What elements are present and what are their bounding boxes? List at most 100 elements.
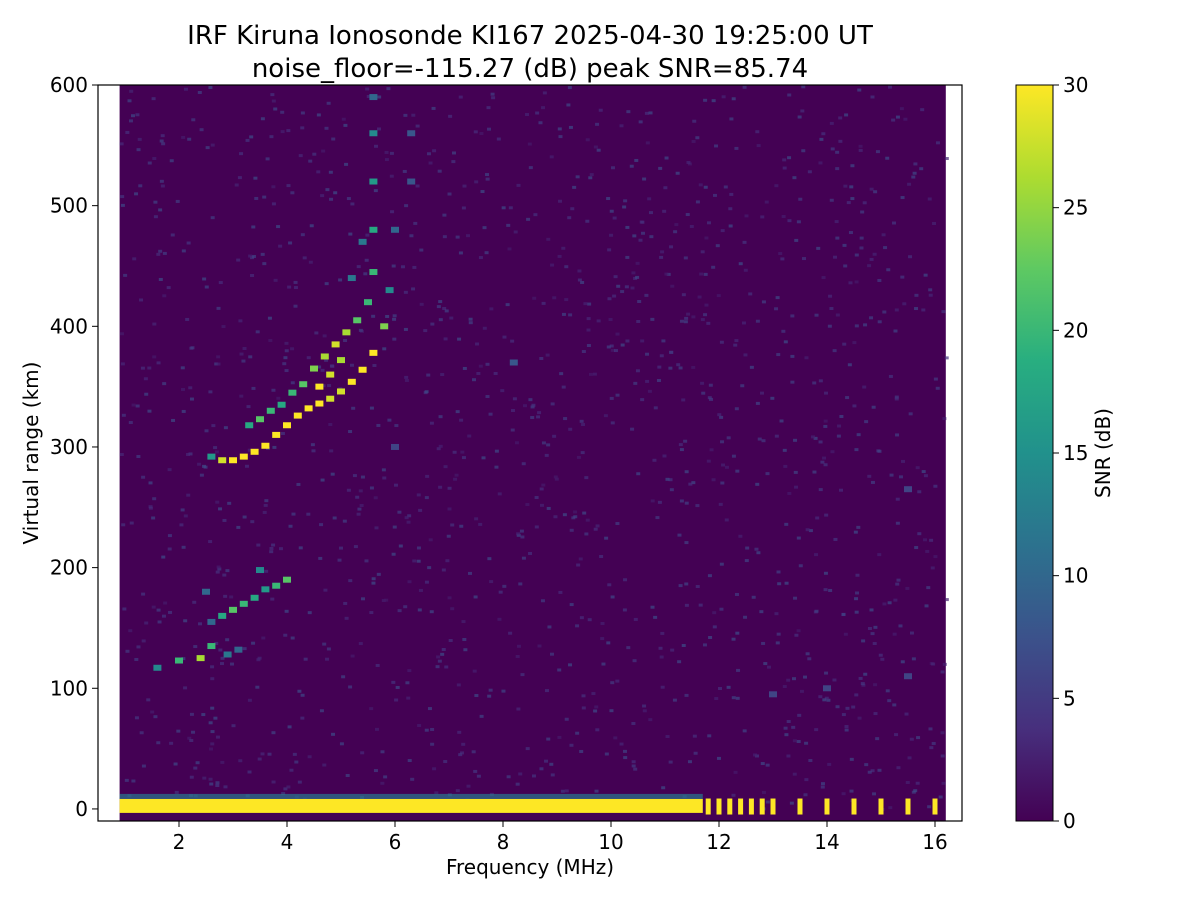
- noise-cell: [384, 598, 389, 602]
- noise-speckle: [119, 85, 949, 812]
- noise-cell: [349, 363, 354, 367]
- noise-cell: [725, 465, 730, 469]
- noise-cell: [411, 287, 416, 291]
- noise-cell: [695, 200, 700, 204]
- noise-cell: [261, 636, 266, 640]
- noise-cell: [314, 331, 319, 335]
- noise-cell: [293, 280, 298, 284]
- noise-cell: [214, 641, 219, 645]
- noise-cell: [407, 669, 412, 673]
- trace-cell: [407, 178, 416, 185]
- noise-cell: [474, 517, 479, 521]
- noise-cell: [790, 354, 795, 358]
- ground-echo-cell: [932, 798, 938, 815]
- noise-cell: [850, 197, 855, 201]
- noise-cell: [417, 724, 422, 728]
- noise-cell: [712, 625, 717, 629]
- noise-cell: [871, 405, 876, 409]
- noise-cell: [131, 403, 136, 407]
- noise-cell: [454, 473, 459, 477]
- noise-cell: [151, 605, 156, 609]
- noise-cell: [496, 137, 501, 141]
- noise-cell: [544, 759, 549, 763]
- trace-cell: [358, 366, 367, 373]
- noise-cell: [382, 347, 387, 351]
- noise-cell: [615, 522, 620, 526]
- noise-cell: [921, 470, 926, 474]
- noise-cell: [273, 278, 278, 282]
- noise-cell: [593, 145, 598, 149]
- trace-cell: [358, 238, 367, 245]
- noise-cell: [345, 774, 350, 778]
- y-axis-label: Virtual range (km): [19, 362, 43, 545]
- noise-cell: [878, 653, 883, 657]
- noise-cell: [684, 501, 689, 505]
- noise-cell: [329, 197, 334, 201]
- noise-cell: [293, 304, 298, 308]
- noise-cell: [181, 657, 186, 661]
- noise-cell: [649, 235, 654, 239]
- chart-title-line2: noise_floor=-115.27 (dB) peak SNR=85.74: [252, 54, 808, 84]
- noise-cell: [300, 233, 305, 237]
- noise-cell: [320, 194, 325, 198]
- noise-cell: [256, 658, 261, 662]
- noise-cell: [540, 599, 545, 603]
- noise-cell: [538, 121, 543, 125]
- noise-cell: [613, 349, 618, 353]
- noise-cell: [383, 775, 388, 779]
- noise-cell: [775, 296, 780, 300]
- noise-cell: [653, 615, 658, 619]
- noise-cell: [376, 127, 381, 131]
- noise-cell: [792, 772, 797, 776]
- noise-cell: [691, 481, 696, 485]
- noise-cell: [486, 106, 491, 110]
- trace-cell: [380, 323, 389, 330]
- noise-cell: [348, 430, 353, 434]
- noise-cell: [365, 233, 370, 237]
- noise-cell: [231, 724, 236, 728]
- noise-cell: [678, 443, 683, 447]
- noise-cell: [343, 601, 348, 605]
- noise-cell: [679, 319, 684, 323]
- noise-cell: [765, 763, 770, 767]
- noise-cell: [288, 241, 293, 245]
- noise-cell: [428, 161, 433, 165]
- noise-cell: [181, 409, 186, 413]
- noise-cell: [213, 446, 218, 450]
- noise-cell: [515, 654, 520, 658]
- noise-cell: [521, 462, 526, 466]
- noise-cell: [718, 502, 723, 506]
- noise-cell: [821, 132, 826, 136]
- ground-echo-cell: [878, 798, 884, 815]
- noise-cell: [784, 522, 789, 526]
- noise-cell: [286, 184, 291, 188]
- noise-cell: [678, 584, 683, 588]
- noise-cell: [269, 135, 274, 139]
- noise-cell: [441, 568, 446, 572]
- noise-cell: [798, 564, 803, 568]
- noise-cell: [267, 316, 272, 320]
- noise-cell: [516, 644, 521, 648]
- noise-cell: [870, 480, 875, 484]
- noise-cell: [642, 704, 647, 708]
- noise-cell: [787, 93, 792, 97]
- noise-cell: [644, 111, 649, 115]
- noise-cell: [908, 412, 913, 416]
- noise-cell: [216, 306, 221, 310]
- noise-cell: [612, 294, 617, 298]
- noise-cell: [799, 689, 804, 693]
- noise-cell: [198, 622, 203, 626]
- noise-cell: [510, 409, 515, 413]
- noise-cell: [430, 322, 435, 326]
- noise-cell: [119, 332, 124, 336]
- noise-cell: [791, 725, 796, 729]
- noise-cell: [539, 503, 544, 507]
- noise-cell: [855, 573, 860, 577]
- noise-cell: [760, 391, 765, 395]
- trace-cell: [256, 416, 264, 423]
- noise-cell: [467, 434, 472, 438]
- noise-cell: [740, 384, 745, 388]
- noise-cell: [438, 318, 443, 322]
- trace-cell: [347, 378, 356, 385]
- noise-cell: [733, 343, 738, 347]
